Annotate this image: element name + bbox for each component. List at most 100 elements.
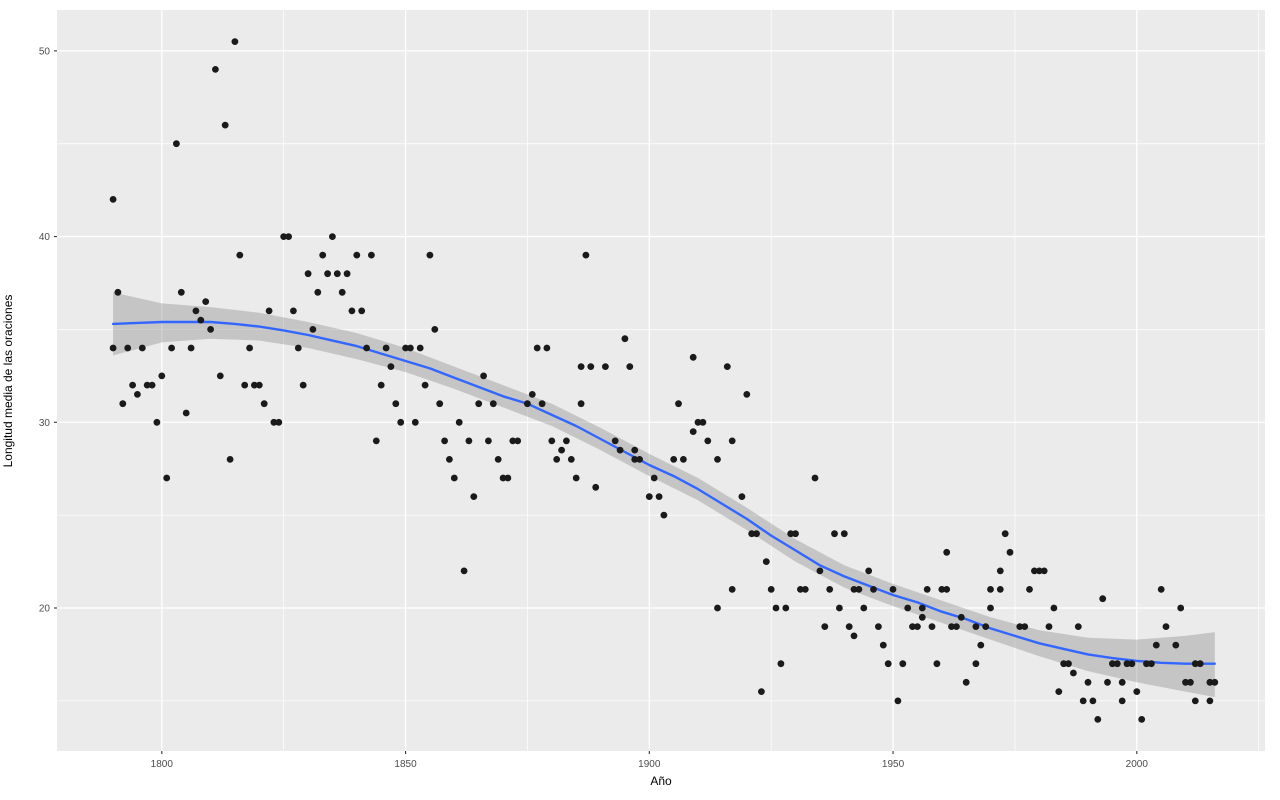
data-point	[197, 316, 205, 324]
data-point	[748, 530, 756, 538]
data-point	[1094, 716, 1102, 723]
data-point	[675, 400, 682, 408]
data-point	[801, 586, 809, 593]
data-point	[582, 251, 590, 259]
data-point	[1060, 660, 1068, 668]
data-point	[923, 586, 931, 593]
data-point	[850, 632, 858, 640]
data-point	[1191, 697, 1199, 705]
data-point	[182, 409, 190, 417]
data-point	[1084, 678, 1092, 686]
data-point	[329, 233, 336, 241]
data-point	[875, 623, 882, 630]
data-point	[1099, 595, 1107, 603]
data-point	[538, 400, 546, 408]
data-point	[1040, 567, 1048, 575]
data-point	[221, 121, 229, 129]
data-point	[192, 307, 200, 315]
data-point	[1109, 660, 1116, 668]
data-point	[987, 586, 994, 593]
data-point	[1138, 716, 1146, 723]
data-point	[645, 493, 653, 500]
x-tick-label: 1950	[882, 759, 905, 770]
data-point	[577, 363, 585, 370]
data-point	[982, 623, 990, 630]
data-point	[743, 391, 751, 398]
data-point	[450, 474, 458, 482]
data-point	[728, 586, 736, 593]
data-point	[558, 446, 565, 454]
data-point	[572, 474, 580, 482]
data-point	[928, 623, 936, 630]
data-point	[655, 493, 663, 500]
data-point	[343, 270, 351, 278]
x-tick-label: 1900	[638, 759, 661, 770]
y-tick-label: 20	[39, 604, 51, 615]
data-point	[563, 437, 570, 445]
data-point	[1157, 586, 1165, 593]
data-point	[592, 483, 600, 491]
data-point	[1191, 660, 1199, 668]
data-point	[226, 456, 234, 463]
data-point	[1182, 678, 1189, 686]
data-point	[216, 372, 224, 380]
data-point	[431, 326, 439, 333]
data-point	[553, 456, 561, 463]
data-point	[626, 363, 634, 370]
data-point	[884, 660, 892, 668]
data-point	[109, 344, 117, 352]
data-point	[246, 344, 254, 352]
data-point	[1070, 669, 1077, 677]
data-point	[470, 493, 478, 500]
data-point	[533, 344, 541, 352]
data-point	[304, 270, 312, 278]
data-point	[723, 363, 731, 370]
data-point	[797, 586, 804, 593]
data-point	[1104, 678, 1111, 686]
data-point	[134, 391, 141, 398]
data-point	[1118, 697, 1126, 705]
data-point	[918, 613, 926, 621]
data-point	[1172, 641, 1180, 649]
data-point	[938, 586, 946, 593]
data-point	[904, 604, 912, 612]
trend-line	[111, 320, 1217, 665]
data-point	[504, 474, 512, 482]
data-point	[270, 418, 278, 426]
data-point	[285, 233, 292, 241]
data-point	[441, 437, 448, 445]
data-point	[207, 326, 215, 333]
data-point	[460, 567, 468, 575]
data-point	[972, 660, 980, 668]
data-point	[475, 400, 483, 408]
data-point	[762, 558, 770, 565]
data-point	[1006, 548, 1014, 556]
data-point	[1021, 623, 1029, 630]
data-point	[943, 586, 951, 593]
data-point	[143, 381, 151, 389]
data-point	[772, 604, 780, 612]
data-point	[489, 400, 497, 408]
data-point	[524, 400, 531, 408]
y-tick-label: 30	[39, 418, 51, 429]
data-point	[948, 623, 955, 630]
data-point	[299, 381, 307, 389]
data-point	[577, 400, 585, 408]
data-point	[1143, 660, 1150, 668]
data-point	[782, 604, 790, 612]
data-point	[879, 641, 887, 649]
data-point	[889, 586, 897, 593]
data-point	[153, 418, 161, 426]
data-point	[528, 391, 536, 398]
plot-panel	[57, 10, 1265, 751]
data-point	[660, 511, 668, 519]
data-point	[231, 38, 239, 45]
x-tick-label: 2000	[1126, 759, 1149, 770]
data-point	[831, 530, 838, 538]
data-point	[407, 344, 414, 352]
data-point	[368, 251, 375, 259]
data-point	[280, 233, 288, 241]
data-point	[670, 456, 678, 463]
data-point	[255, 381, 263, 389]
data-point	[1079, 697, 1087, 705]
